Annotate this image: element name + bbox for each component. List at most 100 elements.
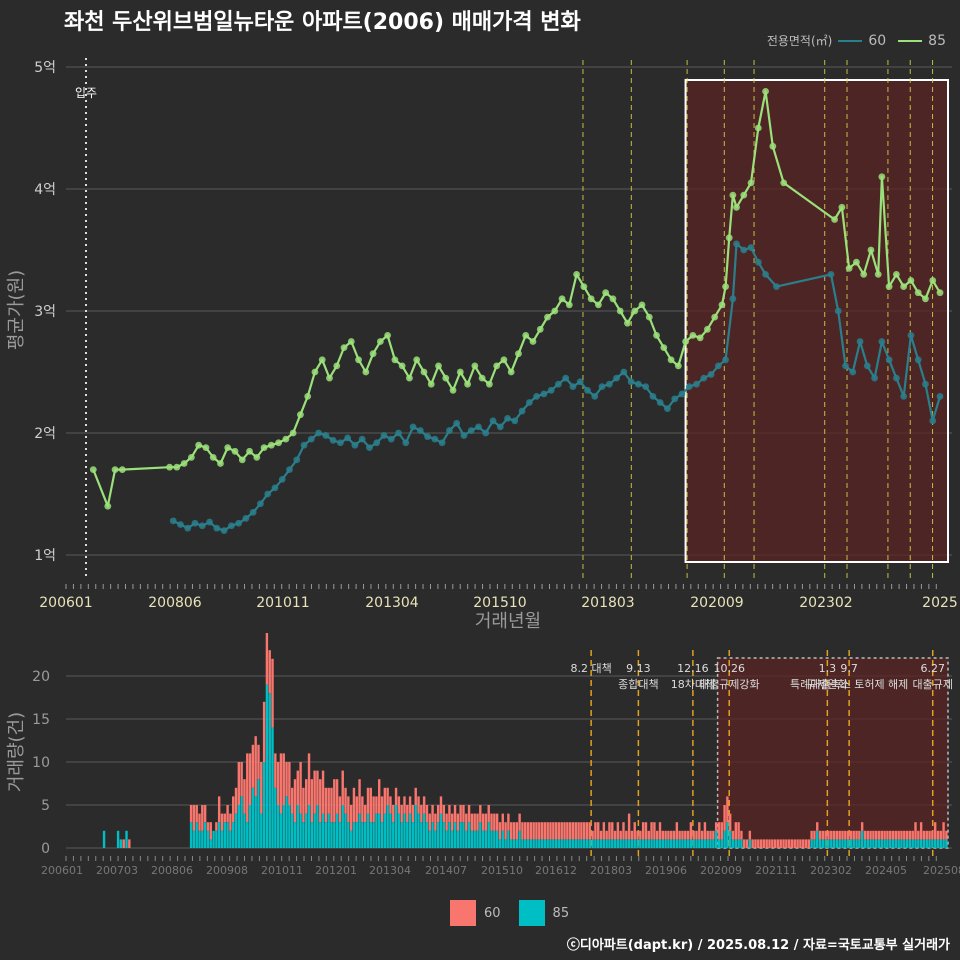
volume-bar-60 [754, 839, 757, 848]
volume-bar-60 [406, 805, 409, 823]
volume-bar-85 [703, 839, 707, 848]
volume-bar-60 [787, 839, 791, 848]
policy-annotation: 1.3 [819, 662, 837, 675]
volume-bar-85 [302, 822, 305, 848]
volume-bar-85 [375, 813, 378, 848]
volume-bar-85 [448, 822, 451, 848]
volume-bar-60 [456, 813, 460, 831]
volume-bar-60 [762, 839, 766, 848]
volume-bar-60 [566, 822, 569, 840]
volume-bar-85 [863, 839, 867, 848]
volume-bar-85 [608, 839, 611, 848]
volume-bar-85 [436, 822, 440, 848]
volume-bar-60 [394, 787, 398, 805]
volume-bar-85 [692, 839, 695, 848]
volume-bar-60 [689, 822, 693, 840]
volume-bar-85 [577, 839, 580, 848]
volume-bar-60 [751, 839, 754, 848]
volume-bar-85 [479, 822, 482, 848]
volume-bar-60 [380, 796, 384, 823]
volume-bar-60 [220, 813, 224, 831]
volume-tick-label: 15 [32, 712, 50, 728]
volume-bar-60 [445, 813, 448, 831]
volume-bar-85 [633, 839, 636, 848]
volume-bar-85 [810, 839, 813, 848]
volume-bar-85 [290, 813, 294, 848]
volume-bar-60 [276, 762, 280, 805]
volume-bar-60 [577, 822, 580, 840]
volume-bar-60 [723, 805, 726, 831]
volume-bar-85 [254, 796, 257, 848]
policy-annotation: 8.2 대책 [571, 662, 612, 675]
volume-bar-60 [591, 830, 594, 840]
volume-bar-85 [723, 830, 726, 848]
volume-bar-60 [712, 830, 715, 840]
volume-bar-85 [816, 830, 819, 848]
volume-bar-60 [467, 805, 471, 823]
volume-bar-85 [439, 813, 443, 848]
volume-bar-60 [827, 830, 830, 840]
volume-bar-85 [540, 839, 544, 848]
volume-bar-60 [507, 813, 510, 831]
volume-bar-85 [403, 813, 406, 848]
volume-bar-85 [832, 839, 836, 848]
volume-bar-60 [288, 762, 291, 805]
volume-bar-60 [945, 830, 948, 840]
volume-bar-85 [498, 839, 502, 848]
volume-bar-60 [487, 805, 490, 823]
volume-bar-60 [903, 830, 906, 840]
volume-bar-85 [852, 839, 855, 848]
volume-bar-85 [248, 805, 252, 848]
volume-bar-60 [316, 770, 319, 805]
volume-bar-60 [344, 787, 347, 814]
volume-bar-60 [397, 796, 401, 814]
volume-bar-85 [338, 822, 342, 848]
volume-bar-85 [706, 839, 709, 848]
volume-bar-60 [453, 805, 457, 823]
volume-tick-label: 5 [41, 798, 50, 814]
volume-bar-60 [745, 839, 749, 848]
volume-bar-60 [268, 650, 271, 694]
volume-bar-60 [378, 779, 381, 814]
volume-bar-85 [883, 839, 886, 848]
volume-bar-85 [661, 839, 665, 848]
x-tick-label: 201304 [365, 595, 419, 611]
volume-bar-85 [378, 813, 381, 848]
volume-x-tick-label: 201906 [645, 864, 687, 877]
volume-bar-60 [810, 830, 813, 840]
volume-bar-85 [212, 830, 215, 848]
volume-bar-85 [830, 839, 833, 848]
volume-bar-60 [431, 805, 434, 823]
volume-bar-60 [796, 839, 799, 848]
volume-bar-60 [552, 822, 555, 840]
volume-bar-60 [883, 830, 886, 840]
volume-bar-60 [608, 822, 611, 840]
volume-bar-85 [321, 813, 325, 848]
volume-bar-60 [535, 822, 538, 840]
volume-bar-85 [641, 839, 645, 848]
legend-title: 전용면적(㎡) [766, 34, 833, 48]
volume-bar-85 [625, 839, 628, 848]
volume-bar-85 [397, 813, 401, 848]
volume-bar-85 [908, 839, 912, 848]
volume-bar-60 [616, 822, 620, 840]
volume-bar-60 [260, 762, 263, 814]
volume-bar-60 [900, 830, 903, 840]
volume-bar-85 [383, 813, 387, 848]
volume-bar-60 [422, 796, 426, 814]
volume-bar-60 [720, 822, 723, 840]
volume-bar-60 [349, 805, 353, 831]
volume-bar-85 [939, 839, 942, 848]
volume-bar-85 [566, 839, 569, 848]
volume-bar-60 [538, 822, 541, 840]
volume-bar-60 [369, 787, 372, 823]
volume-bar-60 [790, 839, 794, 848]
volume-bar-85 [232, 822, 235, 848]
volume-bar-60 [271, 658, 274, 728]
volume-bar-85 [886, 839, 889, 848]
volume-bar-60 [529, 822, 533, 840]
volume-bar-60 [824, 830, 827, 840]
y-tick-label: 2억 [34, 426, 56, 442]
volume-bar-85 [307, 805, 311, 848]
volume-bar-60 [476, 813, 479, 831]
